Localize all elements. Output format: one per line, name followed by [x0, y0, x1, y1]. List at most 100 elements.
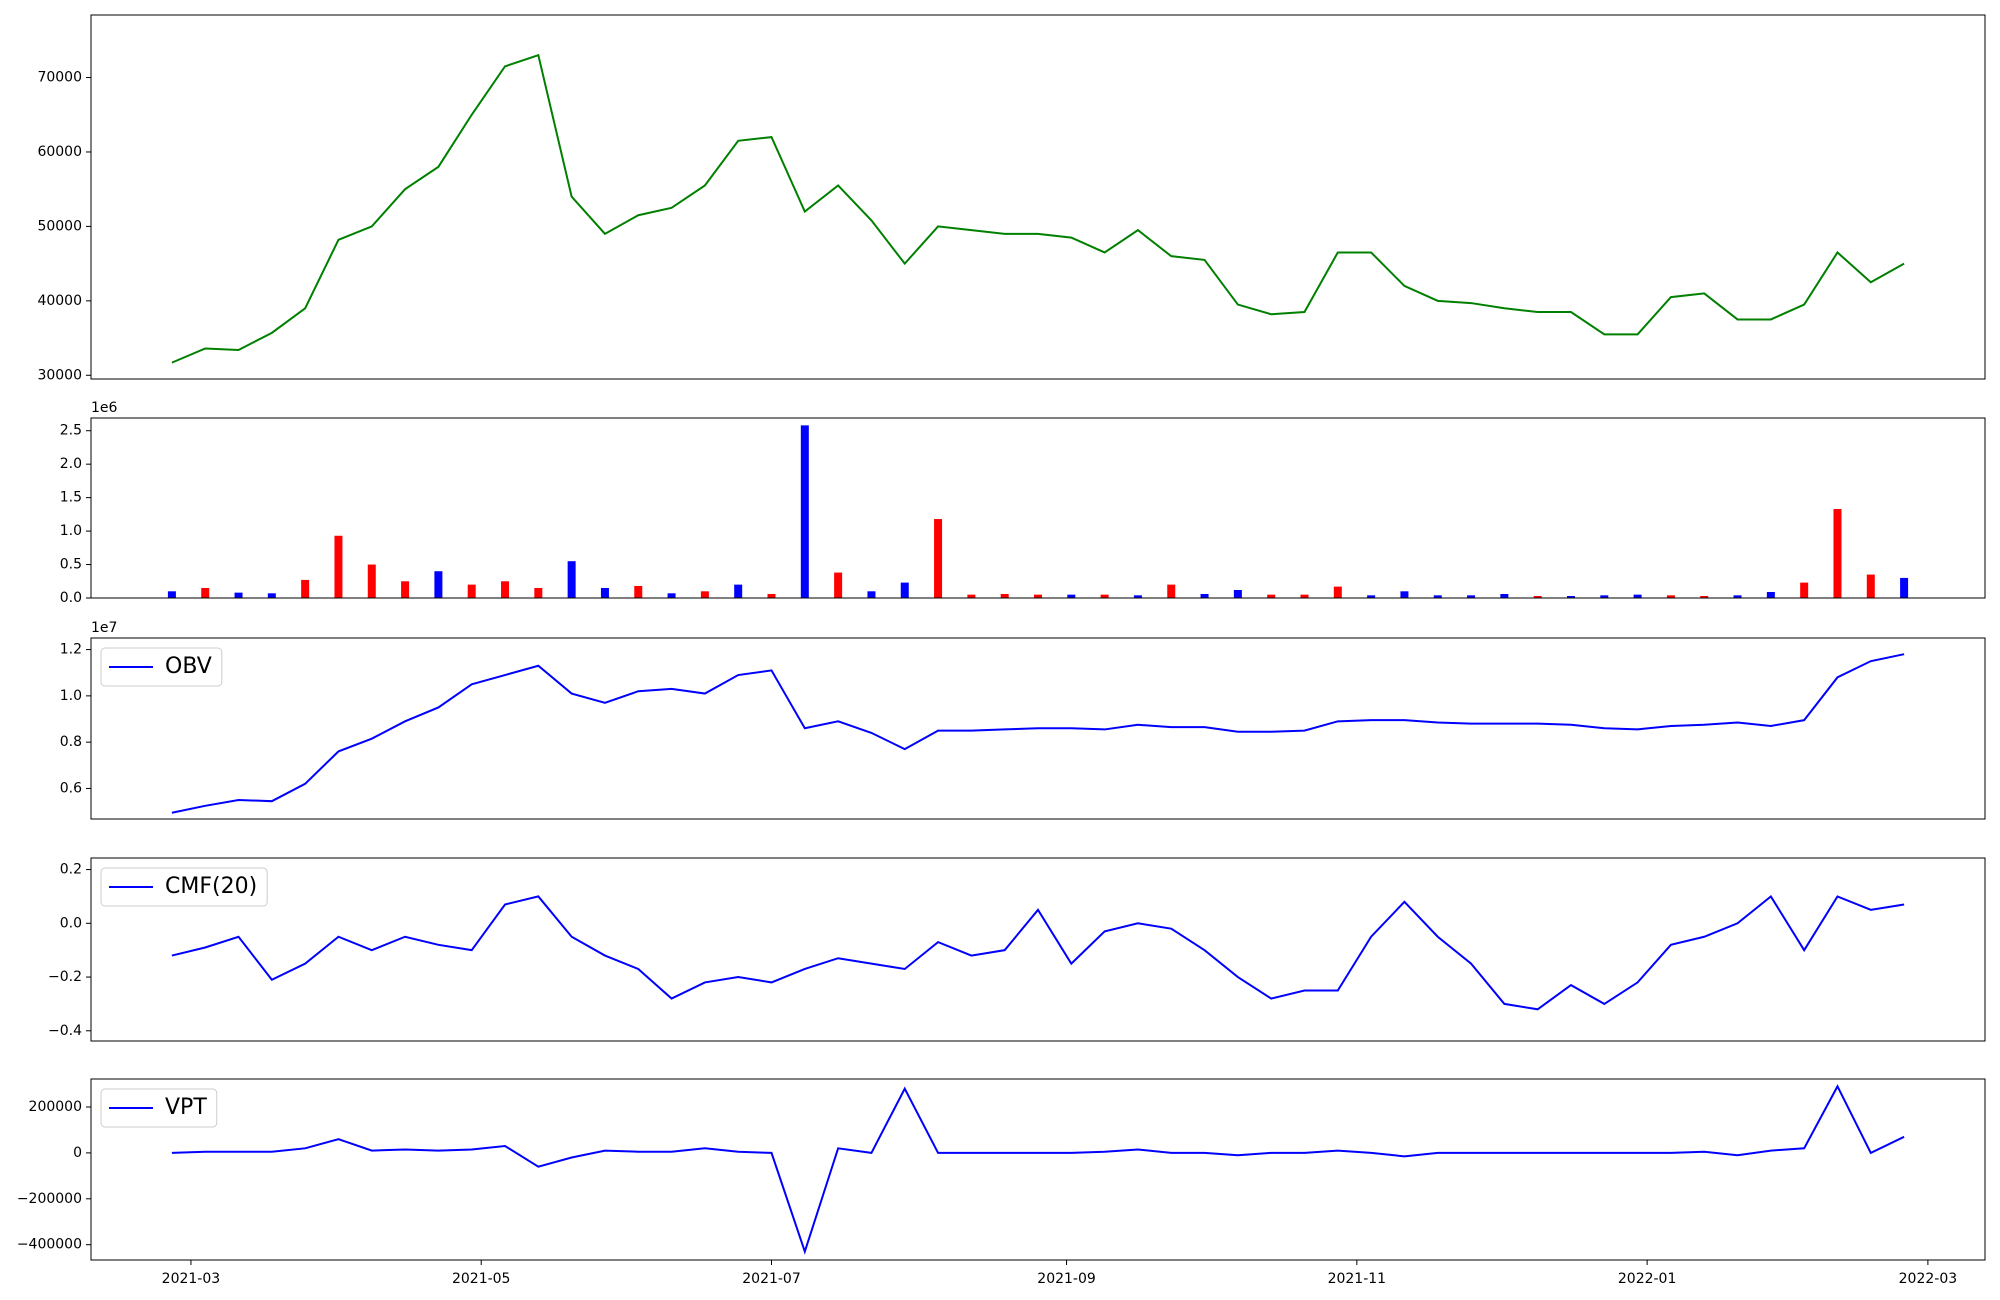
- bar: [301, 579, 310, 598]
- bar: [1400, 591, 1409, 598]
- y-tick-label: 1.5: [60, 490, 82, 506]
- y-tick-label: 60000: [37, 144, 82, 160]
- x-tick-label: 2021-07: [742, 1271, 801, 1287]
- y-tick-label: 1.0: [60, 523, 82, 539]
- y-tick-label: 2.0: [60, 456, 82, 472]
- bar: [900, 582, 909, 598]
- bar: [501, 581, 510, 598]
- bar: [201, 587, 210, 598]
- bar: [1733, 595, 1742, 598]
- bar: [1133, 595, 1142, 598]
- bar: [467, 584, 476, 598]
- y-tick-label: −400000: [17, 1237, 82, 1253]
- bar: [1067, 594, 1076, 598]
- bar: [1200, 593, 1209, 598]
- bar: [1267, 594, 1276, 598]
- bar: [367, 564, 376, 598]
- y-tick-label: 0.6: [60, 780, 82, 796]
- y-tick-label: 0.0: [60, 590, 82, 606]
- bar: [1600, 595, 1609, 598]
- axes-frame: [90, 14, 1986, 380]
- data-line: [171, 653, 1905, 814]
- y-tick-label: −0.2: [48, 969, 82, 985]
- legend-box: [100, 647, 223, 687]
- bar: [1533, 595, 1542, 598]
- bar: [1433, 595, 1442, 598]
- bar: [1833, 509, 1842, 598]
- bar: [1167, 584, 1176, 598]
- bar: [967, 594, 976, 598]
- bar: [734, 584, 743, 598]
- legend-box: [100, 1088, 218, 1128]
- bar: [1500, 593, 1509, 598]
- y-tick-label: 1.0: [60, 688, 82, 704]
- bar: [167, 591, 176, 598]
- x-tick-label: 2022-03: [1899, 1271, 1958, 1287]
- bar: [234, 592, 243, 598]
- bar: [1800, 582, 1809, 598]
- axes-frame: [90, 637, 1986, 820]
- y-tick-label: 0.5: [60, 557, 82, 573]
- y-tick-label: −200000: [17, 1191, 82, 1207]
- bar: [1566, 595, 1575, 598]
- bar: [1367, 595, 1376, 598]
- legend-label: CMF(20): [165, 874, 257, 899]
- x-tick-label: 2021-03: [162, 1271, 221, 1287]
- x-tick-label: 2021-11: [1328, 1271, 1387, 1287]
- bar: [1866, 574, 1875, 598]
- bar: [267, 593, 276, 598]
- bar: [800, 425, 809, 598]
- offset-text: 1e6: [91, 400, 118, 416]
- bar: [867, 591, 876, 598]
- bar: [1300, 594, 1309, 598]
- bar: [1700, 595, 1709, 598]
- legend-label: VPT: [165, 1095, 207, 1120]
- bar: [567, 561, 576, 598]
- bar: [1900, 577, 1909, 598]
- bar: [767, 593, 776, 598]
- offset-text: 1e7: [91, 620, 117, 636]
- y-tick-label: 70000: [37, 70, 82, 86]
- bar: [1034, 594, 1042, 598]
- axes-frame: [90, 1078, 1986, 1261]
- bar: [634, 585, 643, 598]
- y-tick-label: 0.2: [60, 862, 82, 878]
- bar: [334, 535, 343, 598]
- y-tick-label: 0.0: [60, 915, 82, 931]
- legend-box: [100, 867, 268, 907]
- bar: [1333, 586, 1342, 598]
- x-tick-label: 2021-05: [452, 1271, 511, 1287]
- y-tick-label: 200000: [29, 1099, 82, 1115]
- bar: [667, 593, 676, 598]
- bar: [1467, 595, 1476, 598]
- axes-frame: [90, 417, 1986, 599]
- y-tick-label: 40000: [37, 293, 82, 309]
- legend-label: OBV: [165, 654, 212, 679]
- x-tick-label: 2022-01: [1618, 1271, 1677, 1287]
- axes-frame: [90, 857, 1986, 1042]
- bar: [700, 591, 709, 598]
- y-tick-label: 30000: [37, 367, 82, 383]
- y-tick-label: 0.8: [60, 734, 82, 750]
- bar: [434, 571, 443, 598]
- bar: [934, 519, 943, 598]
- data-line: [171, 1084, 1905, 1255]
- bar: [1766, 591, 1775, 598]
- bar: [1666, 595, 1675, 598]
- data-line: [171, 53, 1905, 364]
- bar: [834, 572, 843, 598]
- data-line: [171, 894, 1905, 1011]
- y-tick-label: −0.4: [48, 1023, 82, 1039]
- bar: [1233, 589, 1242, 598]
- bar: [1000, 593, 1009, 598]
- bar: [600, 587, 609, 598]
- bar: [1633, 594, 1642, 598]
- bar: [1100, 594, 1109, 598]
- x-tick-label: 2021-09: [1037, 1271, 1096, 1287]
- y-tick-label: 50000: [37, 218, 82, 234]
- y-tick-label: 1.2: [60, 642, 82, 658]
- y-tick-label: 0: [73, 1145, 82, 1161]
- bar: [401, 581, 410, 598]
- y-tick-label: 2.5: [60, 423, 82, 439]
